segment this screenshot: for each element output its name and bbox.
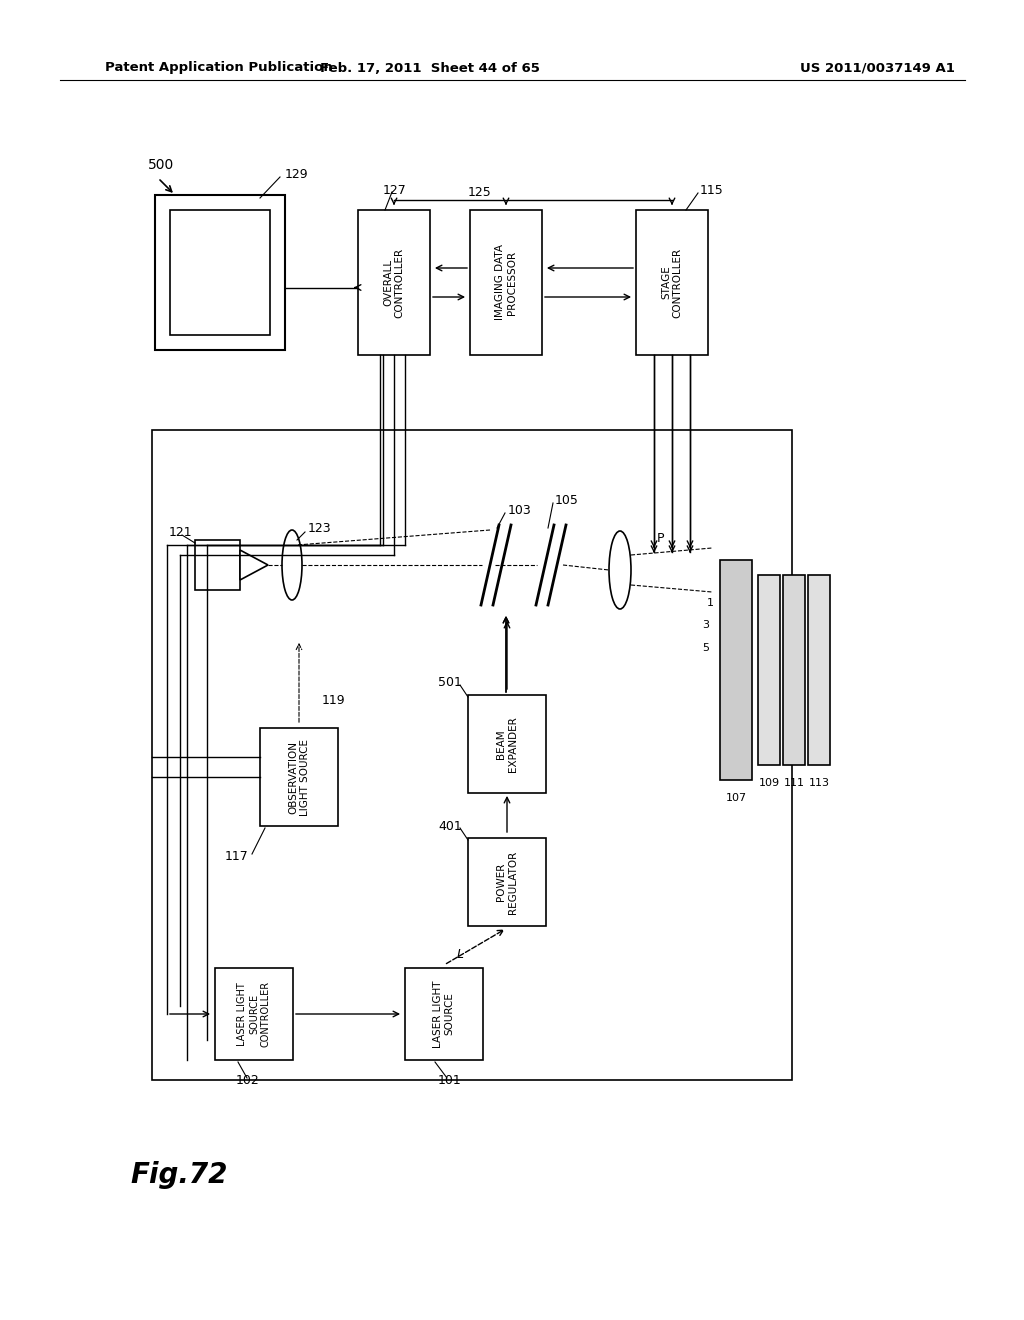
Text: OVERALL
CONTROLLER: OVERALL CONTROLLER (383, 247, 404, 318)
Text: IMAGING DATA
PROCESSOR: IMAGING DATA PROCESSOR (496, 244, 517, 321)
Text: LASER LIGHT
SOURCE: LASER LIGHT SOURCE (433, 981, 455, 1048)
Text: 115: 115 (700, 183, 724, 197)
Text: 127: 127 (383, 183, 407, 197)
Bar (720, 560, 752, 780)
Text: 1: 1 (707, 598, 714, 609)
Text: LASER LIGHT
SOURCE
CONTROLLER: LASER LIGHT SOURCE CONTROLLER (238, 981, 270, 1047)
Text: 5: 5 (702, 643, 710, 653)
Bar (215, 968, 293, 1060)
Text: Fig.72: Fig.72 (130, 1162, 227, 1189)
Bar (406, 968, 483, 1060)
Bar (152, 430, 792, 1080)
Bar (808, 576, 830, 766)
Text: BEAM
EXPANDER: BEAM EXPANDER (497, 717, 518, 772)
Bar (470, 210, 542, 355)
Text: 3: 3 (702, 620, 710, 630)
Text: STAGE
CONTROLLER: STAGE CONTROLLER (662, 247, 683, 318)
Text: L: L (457, 949, 464, 961)
Text: 123: 123 (308, 521, 332, 535)
Text: 125: 125 (468, 186, 492, 198)
Text: Feb. 17, 2011  Sheet 44 of 65: Feb. 17, 2011 Sheet 44 of 65 (321, 62, 540, 74)
Text: 111: 111 (783, 777, 805, 788)
Text: 109: 109 (759, 777, 779, 788)
Text: 113: 113 (809, 777, 829, 788)
Bar (195, 540, 240, 590)
Polygon shape (240, 550, 268, 579)
Text: 105: 105 (555, 494, 579, 507)
Bar (783, 576, 805, 766)
Text: 129: 129 (285, 169, 308, 181)
Text: 101: 101 (438, 1073, 462, 1086)
Bar (155, 195, 285, 350)
Text: 117: 117 (224, 850, 248, 862)
Ellipse shape (282, 531, 302, 601)
Bar (468, 696, 546, 793)
Bar (758, 576, 780, 766)
Bar (260, 729, 338, 826)
Text: 103: 103 (508, 503, 531, 516)
Text: 500: 500 (148, 158, 174, 172)
Text: OBSERVATION
LIGHT SOURCE: OBSERVATION LIGHT SOURCE (288, 738, 310, 816)
Text: P: P (656, 532, 664, 544)
Bar (170, 210, 270, 335)
Text: 121: 121 (168, 527, 191, 540)
Text: 401: 401 (438, 820, 462, 833)
Text: 119: 119 (322, 693, 345, 706)
Bar (636, 210, 708, 355)
Bar (358, 210, 430, 355)
Bar (468, 838, 546, 927)
Text: 501: 501 (438, 676, 462, 689)
Text: US 2011/0037149 A1: US 2011/0037149 A1 (800, 62, 954, 74)
Text: 102: 102 (237, 1073, 260, 1086)
Text: 107: 107 (725, 793, 746, 803)
Text: POWER
REGULATOR: POWER REGULATOR (497, 850, 518, 913)
Text: Patent Application Publication: Patent Application Publication (105, 62, 333, 74)
Ellipse shape (609, 531, 631, 609)
